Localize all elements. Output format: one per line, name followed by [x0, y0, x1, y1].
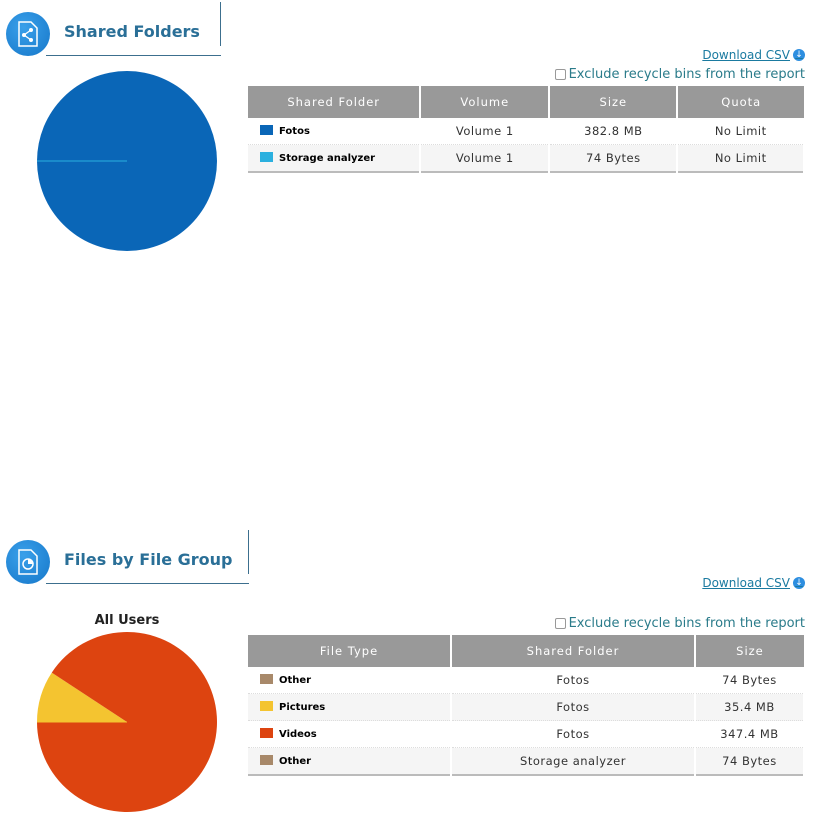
column-header[interactable]: Volume	[420, 86, 551, 118]
folder-name: Fotos	[279, 126, 310, 137]
color-swatch	[260, 701, 273, 711]
column-header[interactable]: File Type	[248, 635, 453, 667]
section-title: Shared Folders	[64, 22, 200, 41]
file-type: Other	[279, 756, 312, 767]
pie-slice-pictures[interactable]	[37, 672, 127, 722]
exclude-recycle-checkbox[interactable]: Exclude recycle bins from the report	[554, 616, 805, 631]
download-csv-label: Download CSV	[702, 576, 790, 590]
table-row[interactable]: Fotos Volume 1 382.8 MB No Limit	[248, 118, 805, 145]
size-cell: 74 Bytes	[694, 667, 806, 694]
shared-folders-header: Shared Folders	[6, 2, 221, 56]
file-type-cell: Other	[248, 747, 453, 776]
color-swatch	[260, 152, 273, 162]
section-title: Files by File Group	[64, 550, 233, 569]
quota-cell: No Limit	[677, 118, 805, 145]
column-header[interactable]: Size	[694, 635, 804, 667]
file-group-header: Files by File Group	[6, 530, 249, 584]
color-swatch	[260, 755, 273, 765]
size-cell: 382.8 MB	[549, 118, 679, 145]
volume-cell: Volume 1	[420, 144, 551, 173]
folder-name-cell: Fotos	[248, 118, 422, 145]
folder-cell: Fotos	[451, 693, 696, 721]
table-row[interactable]: Other Fotos 74 Bytes	[248, 667, 806, 694]
table-row[interactable]: Videos Fotos 347.4 MB	[248, 720, 806, 748]
column-header[interactable]: Size	[549, 86, 679, 118]
checkbox-box[interactable]	[554, 618, 566, 629]
checkbox-label: Exclude recycle bins from the report	[568, 616, 805, 631]
size-cell: 35.4 MB	[694, 693, 806, 721]
color-swatch	[260, 674, 273, 684]
table-row[interactable]: Storage analyzer Volume 1 74 Bytes No Limit	[248, 144, 805, 173]
download-csv-link[interactable]: Download CSV ↓	[702, 48, 805, 62]
shared-folders-pie-chart	[37, 71, 217, 251]
file-type: Pictures	[279, 702, 326, 713]
download-csv-label: Download CSV	[702, 48, 790, 62]
folder-cell: Storage analyzer	[451, 747, 696, 776]
download-icon: ↓	[793, 49, 805, 61]
file-type-cell: Other	[248, 667, 453, 694]
column-header[interactable]: Quota	[677, 86, 804, 118]
color-swatch	[260, 125, 273, 135]
color-swatch	[260, 728, 273, 738]
folder-name-cell: Storage analyzer	[248, 144, 422, 173]
download-csv-link[interactable]: Download CSV ↓	[702, 576, 805, 590]
size-cell: 347.4 MB	[694, 720, 806, 748]
download-icon: ↓	[793, 577, 805, 589]
pie-chart-title: All Users	[94, 613, 160, 628]
table-row[interactable]: Other Storage analyzer 74 Bytes	[248, 747, 806, 776]
volume-cell: Volume 1	[420, 118, 551, 145]
table-row[interactable]: Pictures Fotos 35.4 MB	[248, 693, 806, 721]
size-cell: 74 Bytes	[549, 144, 679, 173]
quota-cell: No Limit	[677, 144, 805, 173]
checkbox-box[interactable]	[554, 69, 566, 80]
folder-cell: Fotos	[451, 720, 696, 748]
folder-cell: Fotos	[451, 667, 696, 694]
checkbox-label: Exclude recycle bins from the report	[568, 67, 805, 82]
file-type: Other	[279, 675, 312, 686]
column-header[interactable]: Shared Folder	[248, 86, 422, 118]
exclude-recycle-checkbox[interactable]: Exclude recycle bins from the report	[554, 67, 805, 82]
share-icon	[6, 12, 50, 56]
file-type: Videos	[279, 729, 317, 740]
file-group-table: File Type Shared Folder Size Other Fotos 74 B…	[248, 635, 806, 776]
file-type-cell: Videos	[248, 720, 453, 748]
size-cell: 74 Bytes	[694, 747, 806, 776]
pie-chart-icon	[6, 540, 50, 584]
file-group-pie-chart	[37, 632, 218, 812]
folder-name: Storage analyzer	[279, 153, 376, 164]
pie-slice-videos[interactable]	[37, 632, 218, 812]
file-type-cell: Pictures	[248, 693, 453, 721]
column-header[interactable]: Shared Folder	[451, 635, 696, 667]
shared-folders-table: Shared Folder Volume Size Quota Fotos Volume …	[248, 86, 805, 173]
